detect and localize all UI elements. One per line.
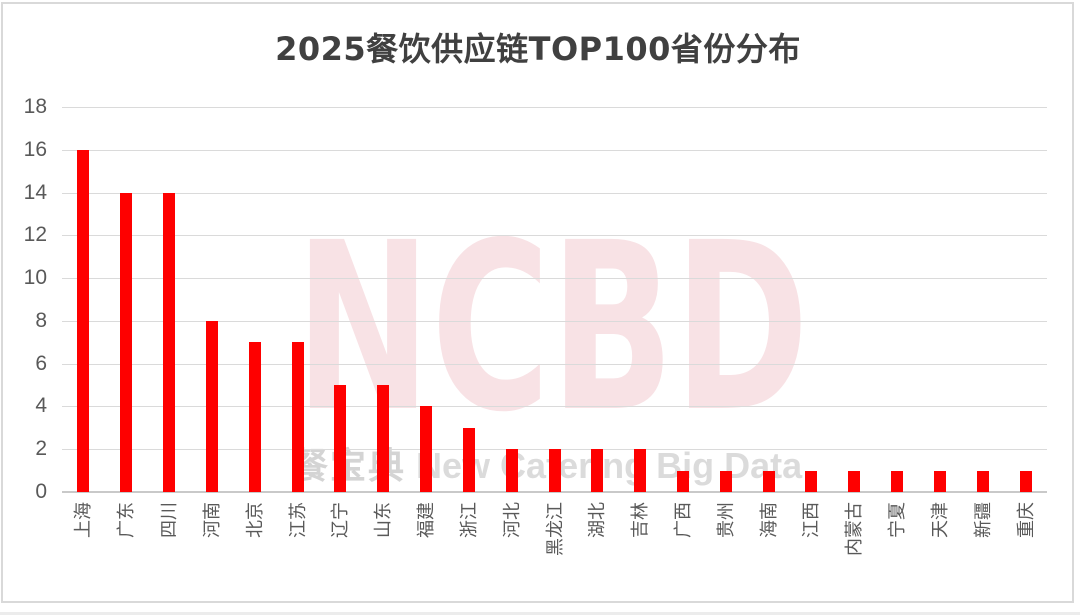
x-axis-tick-label: 山东 xyxy=(373,502,394,538)
x-axis-tick-label: 天津 xyxy=(929,502,950,538)
bar xyxy=(377,385,390,492)
x-axis-tick-label: 福建 xyxy=(416,502,437,538)
bar xyxy=(591,449,604,492)
x-axis-tick-label: 宁夏 xyxy=(887,502,908,538)
x-axis-tick-label: 江西 xyxy=(801,502,822,538)
bar xyxy=(634,449,647,492)
x-axis-tick-label: 广西 xyxy=(672,502,693,538)
x-axis-tick-label: 辽宁 xyxy=(330,502,351,538)
gridline-y-8 xyxy=(62,320,1047,322)
screen-bottom-edge xyxy=(0,612,1080,615)
bar xyxy=(205,320,218,492)
bar xyxy=(120,192,133,492)
gridline-y-14 xyxy=(62,192,1047,194)
x-axis-tick-label: 重庆 xyxy=(1015,502,1036,538)
x-axis-tick-label: 上海 xyxy=(73,502,94,538)
x-axis-tick-label: 浙江 xyxy=(458,502,479,538)
y-axis-tick-label: 10 xyxy=(23,266,47,290)
bar xyxy=(805,470,818,492)
bar xyxy=(420,406,433,492)
x-axis-tick-label: 吉林 xyxy=(630,502,651,538)
x-axis-tick-label: 新疆 xyxy=(972,502,993,538)
watermark-subtext-latin: New Catering Big Data xyxy=(416,445,803,486)
x-axis-line xyxy=(62,491,1047,493)
y-axis-tick-label: 16 xyxy=(23,137,47,161)
bar xyxy=(163,192,176,492)
x-axis-tick-label: 广东 xyxy=(116,502,137,538)
gridline-y-4 xyxy=(62,406,1047,408)
bar xyxy=(1019,470,1032,492)
y-axis-tick-label: 2 xyxy=(35,437,47,461)
gridline-y-6 xyxy=(62,363,1047,365)
x-axis-tick-label: 河南 xyxy=(201,502,222,538)
x-axis-tick-label: 北京 xyxy=(244,502,265,538)
y-axis-tick-label: 0 xyxy=(35,480,47,503)
bar xyxy=(891,470,904,492)
bar xyxy=(505,449,518,492)
bar xyxy=(248,342,261,492)
bar xyxy=(77,149,90,492)
bar xyxy=(976,470,989,492)
bar xyxy=(462,427,475,492)
chart-title: 2025餐饮供应链TOP100省份分布 xyxy=(275,30,801,68)
x-axis-tick-label: 贵州 xyxy=(715,502,736,538)
bar xyxy=(548,449,561,492)
chart-frame-border xyxy=(1,2,1074,603)
x-axis-tick-label: 江苏 xyxy=(287,502,308,538)
gridline-y-16 xyxy=(62,149,1047,151)
gridline-y-18 xyxy=(62,107,1047,108)
x-axis-tick-label: 内蒙古 xyxy=(844,502,865,556)
gridline-y-12 xyxy=(62,235,1047,237)
bar xyxy=(291,342,304,492)
x-axis-tick-label: 河北 xyxy=(501,502,522,538)
bar xyxy=(762,470,775,492)
bar xyxy=(334,385,347,492)
gridline-y-10 xyxy=(62,278,1047,280)
y-axis-tick-label: 18 xyxy=(23,95,47,118)
bar xyxy=(676,470,689,492)
y-axis-tick-label: 4 xyxy=(35,394,47,418)
bar xyxy=(848,470,861,492)
plot-area xyxy=(62,107,1047,493)
y-axis-tick-label: 6 xyxy=(35,351,47,375)
x-axis-tick-label: 黑龙江 xyxy=(544,502,565,556)
watermark-subtext: 餐宝典 New Catering Big Data xyxy=(292,446,802,486)
y-axis-tick-label: 12 xyxy=(23,223,47,247)
y-axis-tick-label: 8 xyxy=(35,308,47,332)
y-axis-tick-label: 14 xyxy=(23,180,47,204)
bar xyxy=(933,470,946,492)
x-axis-tick-label: 海南 xyxy=(758,502,779,538)
x-axis-tick-label: 湖北 xyxy=(587,502,608,538)
x-axis-tick-label: 四川 xyxy=(159,502,180,538)
bar xyxy=(719,470,732,492)
